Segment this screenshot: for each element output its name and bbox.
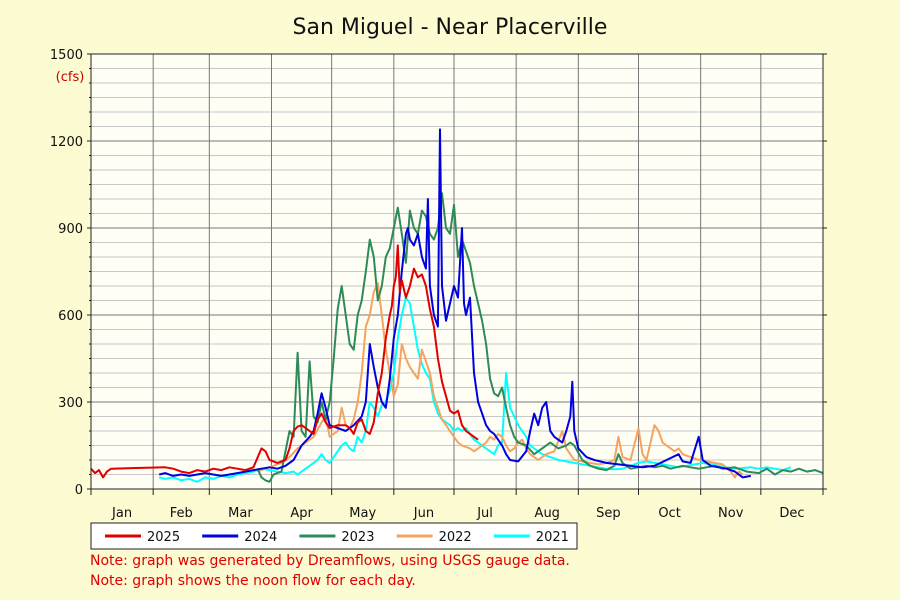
x-tick-label: Jul [476,506,493,521]
x-tick-label: Jun [413,506,434,521]
series-line-2024 [158,128,751,479]
note-noon-flow: Note: graph shows the noon flow for each… [90,573,416,589]
series-line-2023 [256,192,824,483]
y-tick-label: 1500 [50,48,83,63]
y-tick-label: 0 [75,483,83,498]
axes: 0 300 600 900 1200 1500 Jan Feb Mar Apr May Jun Jul A… [50,48,827,521]
y-tick-label: 600 [58,309,83,324]
chart-title: San Miguel - Near Placerville [293,15,608,40]
legend-box [90,522,578,550]
x-tick-label: Oct [658,506,680,521]
legend-label-2025: 2025 [147,530,180,545]
x-tick-label: Mar [228,506,253,521]
series-line-2022 [257,282,744,479]
y-tick-label: 900 [58,222,83,237]
legend-label-2021: 2021 [536,530,569,545]
x-tick-label: Jan [111,506,132,521]
x-tick-label: Sep [596,506,621,521]
x-tick-label: May [349,506,376,521]
y-axis-unit: (cfs) [56,70,85,85]
y-tick-label: 1200 [50,135,83,150]
x-tick-label: Dec [779,506,804,521]
series-line-2025 [90,244,479,479]
x-tick-label: Aug [535,506,560,521]
y-tick-label: 300 [58,396,83,411]
grid [90,53,824,490]
series-group [90,128,824,483]
note-data-source: Note: graph was generated by Dreamflows,… [90,553,570,569]
x-tick-label: Apr [290,506,313,521]
legend: 2025 2024 2023 2022 2021 [90,522,578,550]
x-tick-label: Nov [718,506,744,521]
x-tick-label: Feb [170,506,193,521]
legend-label-2023: 2023 [341,530,374,545]
legend-label-2022: 2022 [439,530,472,545]
legend-label-2024: 2024 [244,530,277,545]
